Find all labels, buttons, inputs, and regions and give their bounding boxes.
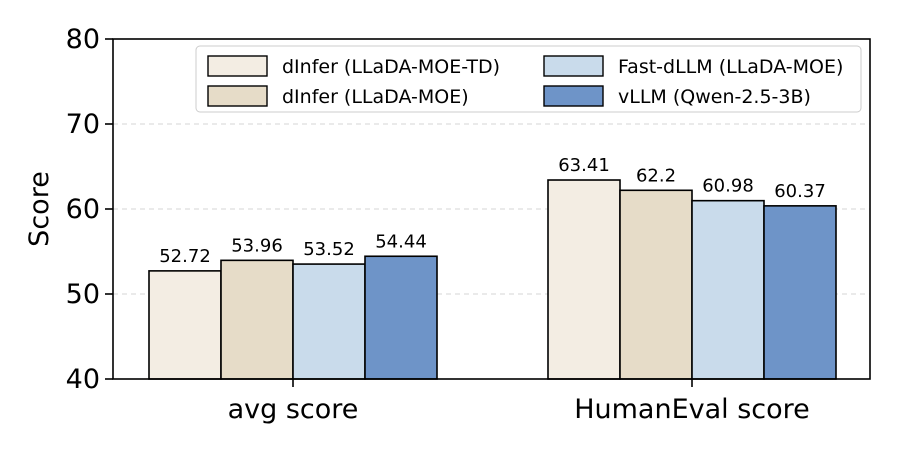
y-tick-label: 60 [66, 194, 100, 225]
bar-value-label: 63.41 [558, 155, 610, 176]
bar [148, 270, 222, 380]
bar-value-label: 62.2 [636, 165, 676, 186]
legend-label: Fast-dLLM (LLaDA-MOE) [618, 56, 843, 78]
legend-label: dInfer (LLaDA-MOE-TD) [282, 56, 500, 78]
y-tick-label: 50 [66, 279, 100, 310]
y-axis-label: Score [24, 171, 55, 247]
legend-frame [195, 45, 862, 113]
bar-value-label: 52.72 [159, 246, 211, 267]
x-axis-ticks: avg score HumanEval score [228, 379, 810, 425]
bar [619, 189, 693, 380]
legend-swatch [207, 85, 268, 107]
bar [763, 205, 837, 380]
legend: dInfer (LLaDA-MOE-TD) dInfer (LLaDA-MOE) F… [195, 45, 862, 113]
legend-label: dInfer (LLaDA-MOE) [282, 86, 469, 108]
legend-swatch [543, 85, 604, 107]
bars [148, 179, 837, 380]
y-tick-label: 40 [66, 364, 100, 395]
bar-value-label: 60.37 [774, 181, 826, 202]
y-tick-label: 70 [66, 109, 100, 140]
bar [364, 255, 438, 380]
bar [292, 263, 366, 380]
x-tick-label: HumanEval score [574, 394, 810, 425]
bar-value-label: 60.98 [702, 176, 754, 197]
legend-label: vLLM (Qwen-2.5-3B) [618, 86, 811, 108]
legend-swatch [543, 55, 604, 77]
bar [220, 259, 294, 380]
bar-value-label: 53.96 [231, 235, 283, 256]
bar [547, 179, 621, 380]
bar-value-labels: 52.72 53.96 53.52 54.44 63.41 62.2 60.98 60.37 [159, 155, 826, 267]
x-tick-label: avg score [228, 394, 359, 425]
bar-value-label: 53.52 [303, 239, 355, 260]
bar [691, 199, 765, 380]
y-axis-ticks: 40 50 60 70 80 [66, 24, 113, 395]
y-tick-label: 80 [66, 24, 100, 55]
legend-swatch [207, 55, 268, 77]
bar-value-label: 54.44 [375, 231, 427, 252]
